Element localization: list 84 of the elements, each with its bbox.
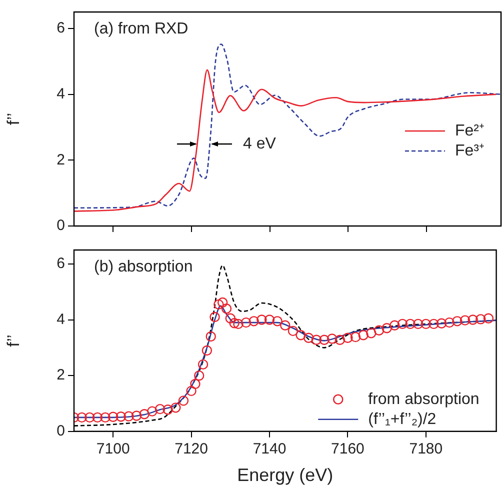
y-tick-label: 6: [56, 20, 65, 37]
point: [358, 330, 368, 340]
line-series: [74, 69, 497, 212]
point: [311, 334, 322, 345]
point: [342, 332, 353, 344]
point: [280, 320, 290, 330]
x-tick-label: 7180: [409, 440, 443, 458]
point: [444, 317, 454, 328]
y-tick-label: 2: [56, 151, 65, 168]
point: [374, 325, 384, 336]
x-axis-title: Energy (eV): [237, 465, 334, 486]
point: [390, 320, 400, 330]
legend-label: (f’’₁+f’’₂)/2: [368, 410, 436, 428]
point: [264, 314, 275, 325]
legend-label: from absorption: [368, 390, 480, 408]
point: [326, 334, 338, 344]
point: [170, 402, 181, 413]
point: [288, 326, 298, 336]
annotation: 4 eV: [243, 135, 276, 152]
point: [100, 412, 110, 423]
point: [198, 359, 208, 370]
y-tick-label: 6: [56, 255, 65, 272]
point: [304, 332, 314, 344]
y-axis-title: f’’: [4, 112, 23, 126]
text: (a) from RXD: [94, 20, 188, 38]
point: [131, 410, 142, 421]
point: [108, 412, 118, 422]
point: [405, 318, 416, 330]
x-tick-label: 7120: [174, 440, 208, 458]
y-tick-label: 0: [56, 422, 65, 440]
point: [76, 412, 87, 423]
legend-label: Fe³⁺: [455, 142, 484, 160]
text: (b) absorption: [94, 258, 193, 276]
point: [210, 312, 220, 322]
point: [84, 412, 95, 423]
y-tick-label: 2: [56, 366, 65, 384]
x-tick-label: 7140: [252, 440, 286, 458]
point: [366, 328, 376, 338]
point: [436, 318, 447, 328]
point: [296, 330, 306, 340]
point: [206, 331, 216, 342]
point: [225, 313, 236, 324]
point: [272, 316, 282, 326]
x-tick-label: 7100: [96, 440, 130, 458]
point: [124, 411, 134, 422]
point: [483, 313, 494, 324]
point: [428, 318, 439, 330]
point: [178, 396, 189, 406]
point: [397, 318, 408, 330]
point: [194, 370, 204, 381]
line-series: [74, 44, 501, 209]
point: [248, 316, 259, 326]
point: [92, 412, 103, 423]
point: [382, 323, 392, 334]
point: [476, 314, 486, 324]
point: [214, 299, 224, 310]
point: [190, 378, 200, 390]
point: [229, 318, 240, 328]
y-tick-label: 4: [56, 85, 65, 102]
point: [420, 318, 432, 330]
point: [233, 318, 244, 330]
point: [139, 408, 150, 420]
point: [452, 316, 462, 326]
y-tick-label: 0: [56, 217, 65, 234]
point: [217, 297, 228, 308]
point: [154, 404, 166, 414]
point: [162, 404, 173, 415]
point: [468, 314, 478, 325]
point: [116, 412, 126, 422]
point: [202, 345, 212, 356]
point: [412, 318, 424, 330]
point: [147, 406, 158, 416]
point: [221, 304, 232, 314]
legend-label: Fe²⁺: [455, 122, 484, 140]
point: [319, 334, 330, 345]
point: [460, 315, 470, 326]
y-tick-label: 4: [56, 310, 65, 328]
point: [186, 386, 196, 396]
y-axis-title: f’’: [4, 334, 23, 347]
point: [240, 317, 252, 328]
point: [334, 334, 345, 345]
x-tick-label: 7160: [331, 440, 364, 458]
point: [350, 332, 361, 342]
point: [256, 314, 267, 325]
